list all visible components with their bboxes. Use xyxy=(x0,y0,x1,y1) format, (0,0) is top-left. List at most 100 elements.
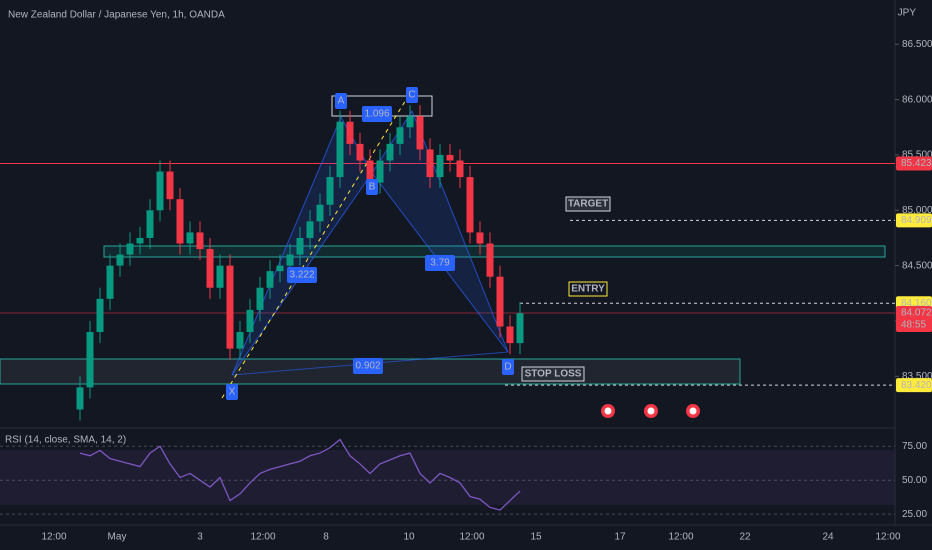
ratio-box xyxy=(287,267,317,283)
candle-body xyxy=(146,210,154,238)
pattern-point-box xyxy=(502,359,514,375)
x-tick-label: 15 xyxy=(530,532,542,543)
candle-body xyxy=(176,199,184,244)
candle-body xyxy=(406,116,414,128)
candle-body xyxy=(136,237,144,244)
level-tag-label: 84.909 xyxy=(901,215,932,226)
level-text: TARGET xyxy=(568,199,608,210)
countdown: 48:55 xyxy=(901,320,926,331)
candle-body xyxy=(186,232,194,244)
candle-body xyxy=(266,271,274,288)
pattern-point-box xyxy=(366,179,378,195)
candle-body xyxy=(476,232,484,244)
x-tick-label: 24 xyxy=(822,532,834,543)
candle-body xyxy=(286,254,294,266)
candle-body xyxy=(386,143,394,161)
candle-body xyxy=(86,332,94,388)
pattern-point-label: A xyxy=(338,96,345,107)
candle-body xyxy=(416,116,424,150)
currency: JPY xyxy=(898,8,917,19)
candle-body xyxy=(486,243,494,277)
ratio-label: 0.902 xyxy=(355,361,380,372)
rsi-tick-label: 50.00 xyxy=(902,475,927,486)
x-tick-label: 17 xyxy=(614,532,626,543)
level-text-box xyxy=(568,281,608,297)
pattern-point-label: B xyxy=(369,182,376,193)
candle-body xyxy=(116,254,124,266)
pattern-point-label: D xyxy=(504,362,511,373)
candle-body xyxy=(296,237,304,255)
candle-body xyxy=(316,204,324,222)
level-text-box xyxy=(521,366,585,382)
ratio-box xyxy=(425,255,455,271)
rsi-line xyxy=(79,438,521,511)
level-tag xyxy=(896,213,932,228)
pattern-point-box xyxy=(406,87,418,103)
y-tick-label: 86.000 xyxy=(902,94,932,105)
level-tag-label: 85.423 xyxy=(901,158,932,169)
y-tick-label: 86.500 xyxy=(902,39,932,50)
candle-body xyxy=(106,265,114,299)
candle-body xyxy=(506,326,514,344)
level-tag-label: 83.420 xyxy=(901,380,932,391)
candle-body xyxy=(376,160,384,183)
candle-body xyxy=(436,154,444,178)
level-text-box xyxy=(565,196,611,212)
pattern-point-box xyxy=(226,384,238,400)
x-tick-label: 12:00 xyxy=(668,532,693,543)
candle-body xyxy=(276,265,284,272)
pattern-point-box xyxy=(335,93,347,109)
level-text: STOP LOSS xyxy=(525,369,582,380)
last-price-tag xyxy=(896,305,932,332)
chart-title: New Zealand Dollar / Japanese Yen, 1h, O… xyxy=(8,10,225,21)
target-icon-inner xyxy=(689,407,697,415)
candle-body xyxy=(466,177,474,233)
candle-body xyxy=(446,154,454,161)
y-tick-label: 84.500 xyxy=(902,260,932,271)
rsi-title: RSI (14, close, SMA, 14, 2) xyxy=(5,435,126,446)
candle-body xyxy=(206,249,214,288)
x-tick-label: 12:00 xyxy=(875,532,900,543)
rsi-tick-label: 75.00 xyxy=(902,441,927,452)
candle-body xyxy=(346,121,354,144)
target-icon-inner xyxy=(647,407,655,415)
candle-body xyxy=(196,232,204,250)
candle-body xyxy=(516,313,524,344)
level-text: ENTRY xyxy=(571,284,605,295)
candle-body xyxy=(366,160,374,183)
candle-body xyxy=(166,171,174,200)
y-tick-label: 85.500 xyxy=(902,150,932,161)
level-tag-label: 84.160 xyxy=(901,298,932,309)
candle-body xyxy=(96,298,104,333)
candle-body xyxy=(226,265,234,349)
candle-body xyxy=(336,121,344,178)
y-tick-label: 83.500 xyxy=(902,371,932,382)
level-tag xyxy=(896,378,932,393)
candle-body xyxy=(326,177,334,205)
x-tick-label: 12:00 xyxy=(250,532,275,543)
x-tick-label: 3 xyxy=(197,532,203,543)
candle-body xyxy=(126,243,134,255)
y-tick-label: 85.000 xyxy=(902,205,932,216)
target-icon-inner xyxy=(604,407,612,415)
x-tick-label: 22 xyxy=(739,532,751,543)
ratio-box xyxy=(353,358,383,374)
ratio-box xyxy=(362,106,392,122)
candle-body xyxy=(496,276,504,327)
x-tick-label: 10 xyxy=(403,532,415,543)
candle-body xyxy=(156,171,164,211)
x-tick-label: May xyxy=(108,532,127,543)
pattern-point-label: X xyxy=(229,387,236,398)
candle-body xyxy=(216,265,224,288)
ratio-label: 3.79 xyxy=(430,258,450,269)
candle-body xyxy=(306,221,314,238)
x-tick-label: 12:00 xyxy=(41,532,66,543)
candle-body xyxy=(246,309,254,333)
candle-body xyxy=(76,387,84,410)
ratio-label: 1.096 xyxy=(364,109,389,120)
candle-body xyxy=(426,149,434,178)
target-icons xyxy=(601,404,700,418)
x-tick-label: 12:00 xyxy=(459,532,484,543)
